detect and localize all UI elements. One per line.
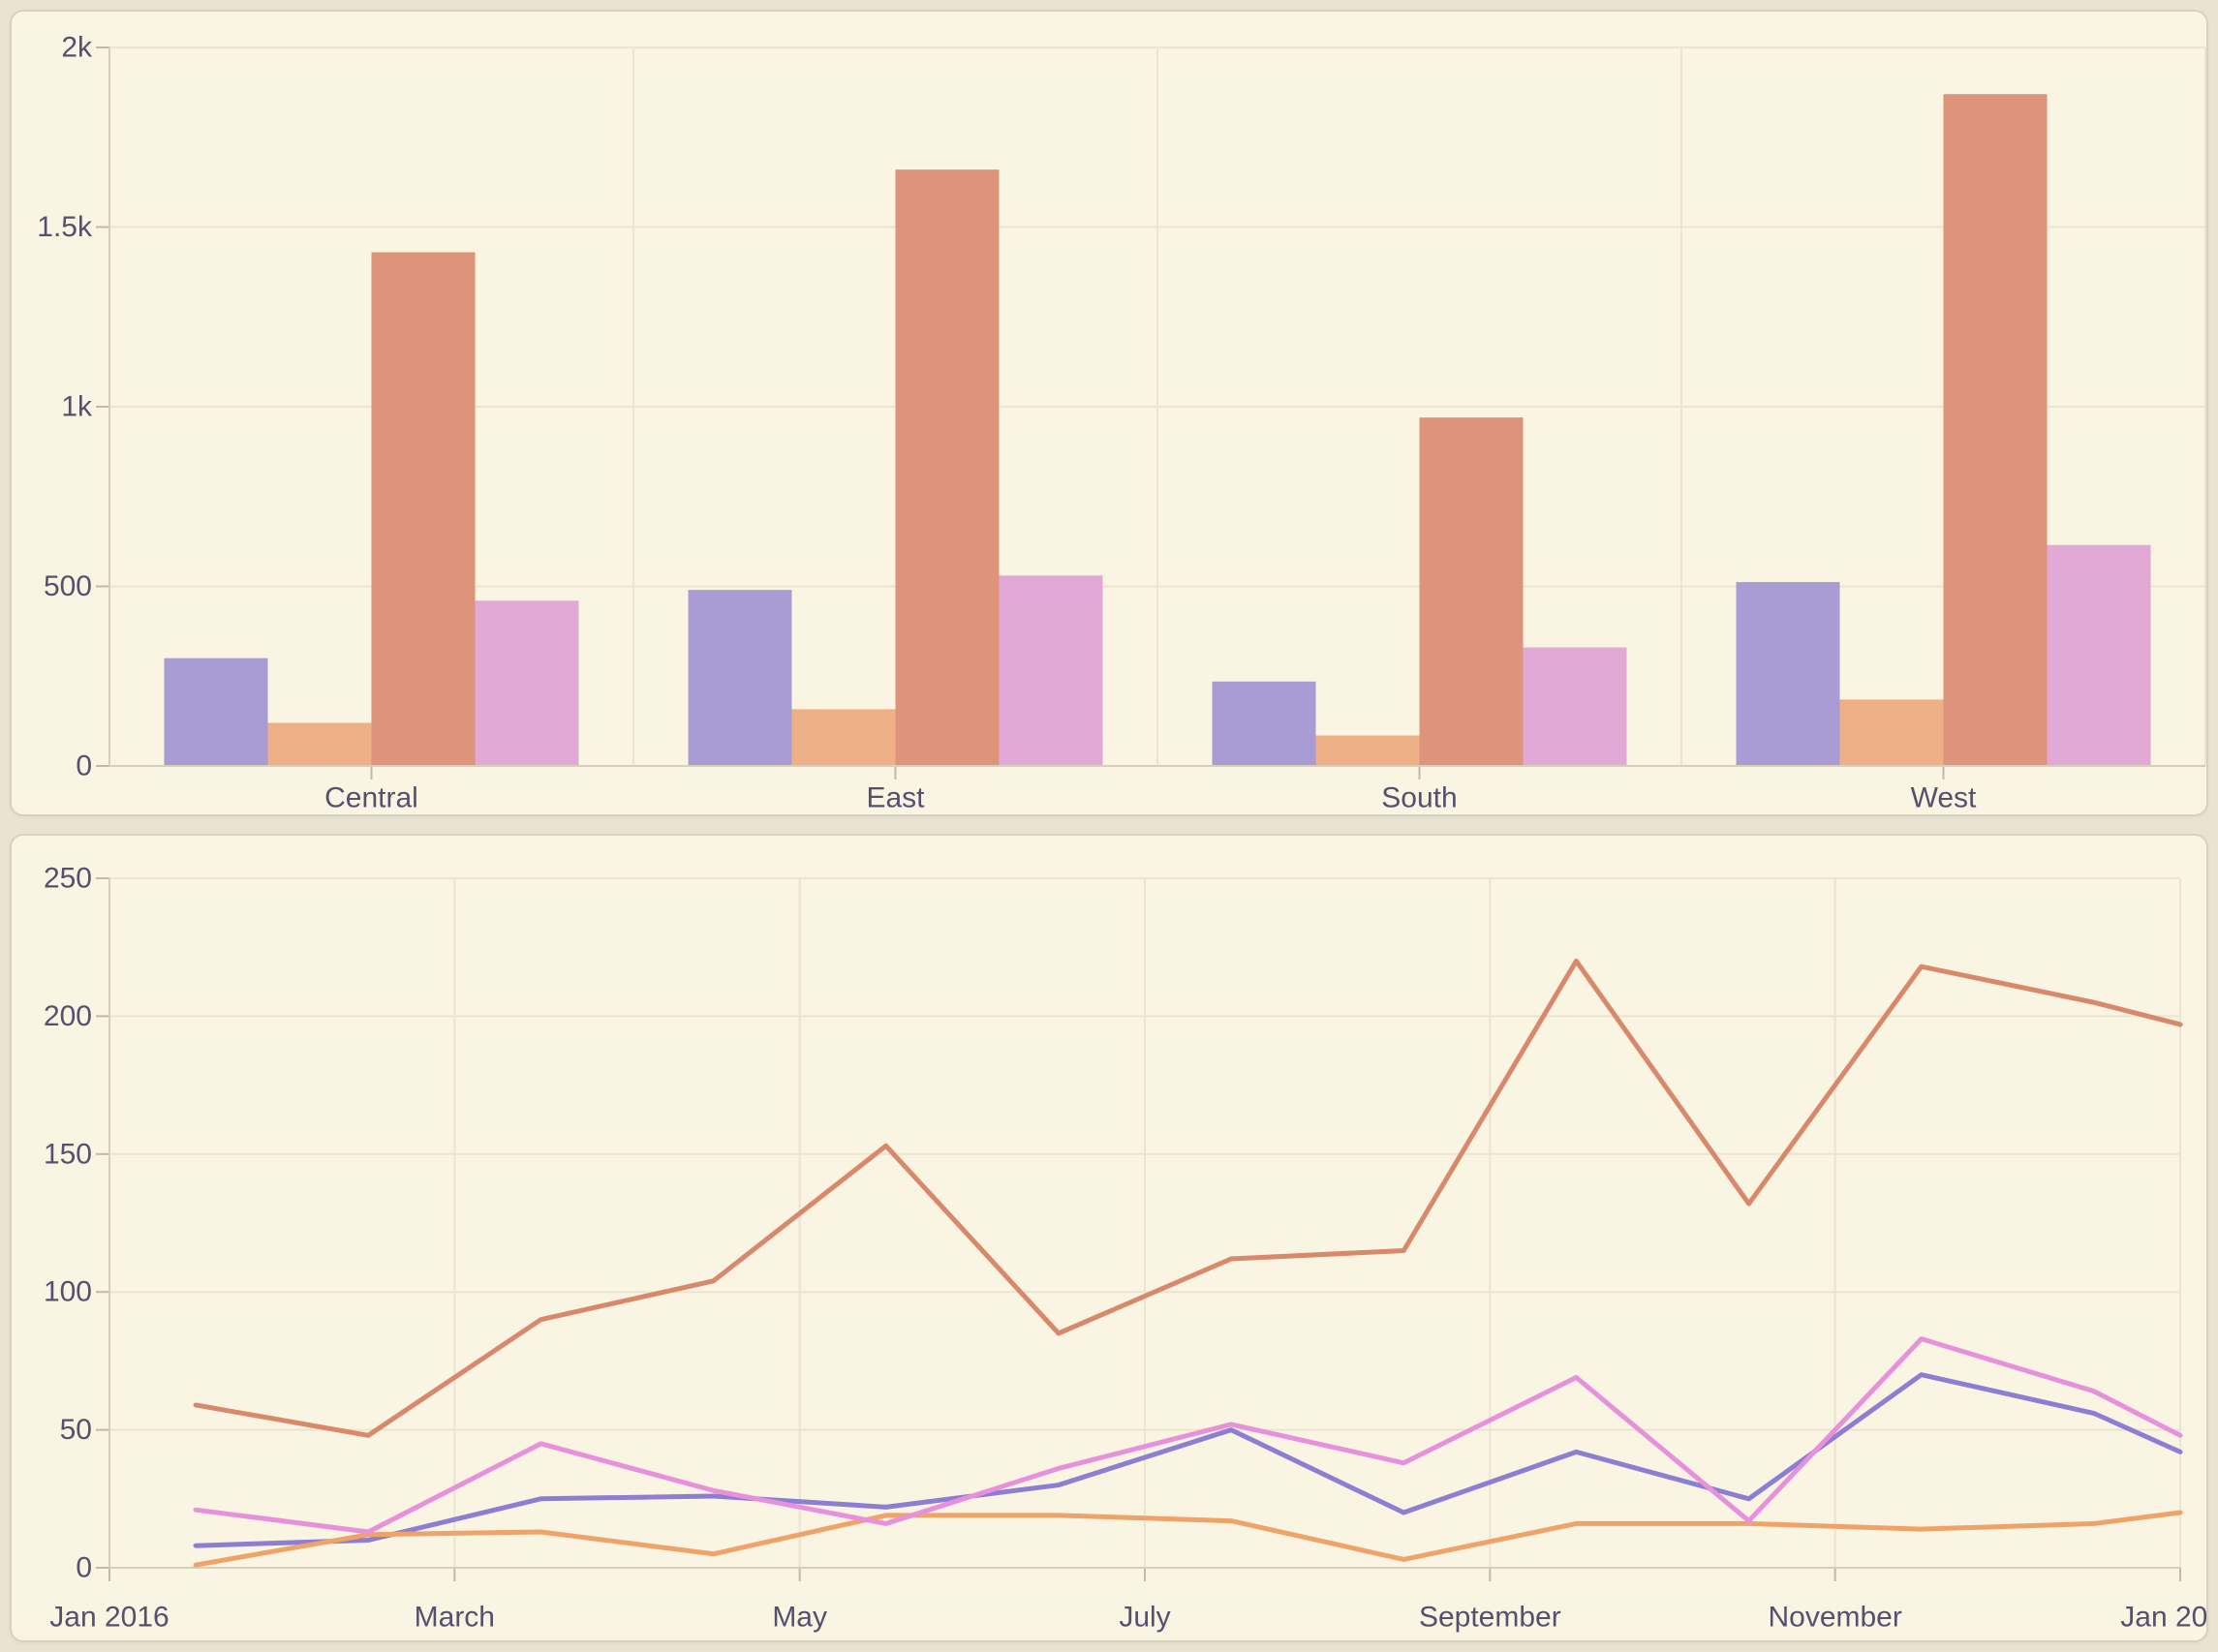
y-axis-label: 0: [76, 1552, 92, 1584]
x-axis-label: South: [1381, 782, 1457, 814]
x-axis-label: Central: [324, 782, 418, 814]
line-series-orange[interactable]: [193, 1510, 2183, 1568]
bar-chart[interactable]: 0 500 1k 1.5k 2k Central East South West: [12, 12, 2206, 814]
y-axis-label: 250: [44, 863, 92, 895]
x-axis-label: Jan 2016: [49, 1602, 169, 1634]
bar-south-purple[interactable]: [1212, 681, 1316, 766]
bar-central-purple[interactable]: [164, 658, 268, 766]
y-axis-label: 1.5k: [37, 211, 93, 243]
bar-central-pink[interactable]: [475, 600, 579, 766]
bar-south-pink[interactable]: [1523, 647, 1627, 766]
x-axis-label: West: [1911, 782, 1977, 814]
bar-east-pink[interactable]: [999, 575, 1103, 766]
y-axis-label: 150: [44, 1138, 92, 1170]
y-axis-label: 1k: [61, 391, 93, 423]
y-axis-label: 100: [44, 1276, 92, 1308]
bar-south-orange[interactable]: [1315, 735, 1420, 766]
x-axis-label: September: [1419, 1602, 1561, 1634]
x-axis-label: November: [1768, 1602, 1901, 1634]
line-chart[interactable]: 0 50 100 150 200 250 Jan 2016 March May July Septe…: [12, 836, 2206, 1640]
y-axis-label: 50: [60, 1414, 92, 1446]
line-series-purple[interactable]: [193, 1372, 2183, 1548]
x-axis-label: Jan 2017: [2120, 1602, 2206, 1634]
x-axis-label: May: [772, 1602, 827, 1634]
bar-south-salmon[interactable]: [1419, 417, 1524, 766]
bar-east-purple[interactable]: [688, 590, 792, 766]
line-series-pink[interactable]: [193, 1336, 2183, 1535]
bar-west-orange[interactable]: [1839, 699, 1944, 766]
line-chart-panel: 0 50 100 150 200 250 Jan 2016 March May July Septe…: [10, 834, 2208, 1642]
bar-east-orange[interactable]: [791, 709, 896, 766]
bar-west-purple[interactable]: [1736, 582, 1840, 766]
bar-chart-panel: 0 500 1k 1.5k 2k Central East South West: [10, 10, 2208, 816]
x-axis-label: East: [866, 782, 925, 814]
line-series-salmon[interactable]: [193, 958, 2183, 1438]
bar-central-orange[interactable]: [267, 722, 372, 766]
y-axis-label: 0: [76, 750, 92, 782]
x-axis-label: March: [415, 1602, 495, 1634]
y-axis-label: 500: [44, 570, 92, 602]
x-axis-label: July: [1119, 1602, 1170, 1634]
y-axis-label: 2k: [61, 32, 93, 64]
y-axis-label: 200: [44, 1000, 92, 1032]
bar-central-salmon[interactable]: [371, 252, 476, 767]
bar-east-salmon[interactable]: [895, 169, 1000, 766]
bar-west-salmon[interactable]: [1943, 94, 2048, 767]
bar-west-pink[interactable]: [2047, 544, 2151, 766]
